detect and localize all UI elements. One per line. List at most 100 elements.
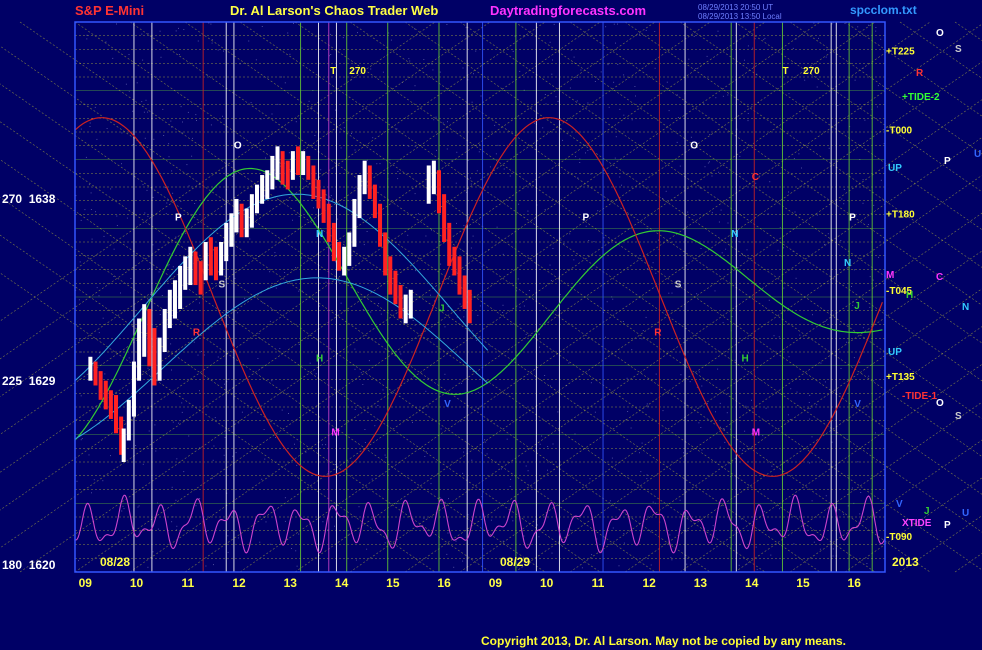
star-dot xyxy=(810,130,812,132)
star-dot xyxy=(180,106,182,108)
star-dot xyxy=(425,390,427,392)
star-dot xyxy=(436,149,437,151)
star-dot xyxy=(280,76,282,78)
right-level-label: +T180 xyxy=(886,209,915,220)
star-dot xyxy=(291,548,292,549)
star-dot xyxy=(843,513,845,515)
planet-letter: P xyxy=(583,212,590,223)
star-dot xyxy=(137,506,139,508)
price-bar xyxy=(260,175,265,204)
star-dot xyxy=(423,59,425,60)
star-dot xyxy=(714,290,716,292)
star-dot xyxy=(698,199,700,201)
star-dot xyxy=(295,550,297,552)
star-dot xyxy=(162,108,164,110)
star-dot xyxy=(313,207,314,209)
price-bar xyxy=(331,222,336,262)
star-dot xyxy=(812,314,813,316)
star-dot xyxy=(744,59,745,61)
star-dot xyxy=(237,537,239,539)
star-dot xyxy=(170,120,172,122)
star-dot xyxy=(559,294,561,295)
star-dot xyxy=(811,436,813,438)
star-dot xyxy=(264,195,266,197)
star-dot xyxy=(840,240,842,241)
price-bar xyxy=(462,275,467,309)
star-dot xyxy=(462,67,464,69)
xtide-oscillator xyxy=(74,494,886,554)
planet-letter: S xyxy=(219,279,226,290)
star-dot xyxy=(876,106,878,108)
price-bar xyxy=(467,289,472,324)
star-dot xyxy=(180,201,182,202)
star-dot xyxy=(248,40,250,42)
star-dot xyxy=(646,403,648,405)
price-bar xyxy=(393,270,398,305)
star-dot xyxy=(288,413,289,414)
star-dot xyxy=(447,121,448,123)
star-dot xyxy=(147,33,149,35)
diagonal-line xyxy=(679,364,982,573)
star-dot xyxy=(354,368,356,370)
star-dot xyxy=(269,543,271,545)
star-dot xyxy=(338,281,340,283)
star-dot xyxy=(866,563,868,564)
star-dot xyxy=(345,206,347,208)
star-dot xyxy=(747,113,749,114)
y-label-225: 225 1629 xyxy=(2,374,56,388)
price-bar xyxy=(311,165,316,199)
star-dot xyxy=(149,268,151,270)
star-dot xyxy=(444,373,446,375)
star-dot xyxy=(730,476,732,478)
star-dot xyxy=(176,458,178,460)
plot-frame xyxy=(74,21,886,573)
star-dot xyxy=(538,536,540,538)
star-dot xyxy=(844,437,846,439)
star-dot xyxy=(121,510,123,512)
star-dot xyxy=(319,234,321,236)
star-dot xyxy=(551,552,553,554)
star-dot xyxy=(384,454,386,456)
tide-label: XTIDE xyxy=(902,518,932,529)
star-dot xyxy=(456,316,458,318)
star-dot xyxy=(744,363,746,365)
star-dot xyxy=(645,30,647,31)
star-dot xyxy=(143,111,145,113)
star-dot xyxy=(550,280,552,281)
star-dot xyxy=(828,147,830,149)
price-bar xyxy=(337,242,342,271)
star-dot xyxy=(680,374,682,376)
star-dot xyxy=(362,309,364,311)
price-bar xyxy=(265,170,270,199)
star-dot xyxy=(593,241,595,243)
diagonal-line xyxy=(624,326,982,573)
site-label[interactable]: Daytradingforecasts.com xyxy=(490,3,647,18)
star-dot xyxy=(573,56,575,58)
planet-letter: P xyxy=(175,212,182,223)
star-dot xyxy=(755,182,757,184)
star-dot xyxy=(106,128,108,129)
star-dot xyxy=(289,53,291,55)
star-dot xyxy=(284,497,286,499)
star-dot xyxy=(147,367,149,369)
star-dot xyxy=(579,158,581,160)
star-dot xyxy=(116,215,118,217)
star-dot xyxy=(788,93,790,95)
star-dot xyxy=(549,41,551,43)
right-level-label: +T225 xyxy=(886,47,915,58)
star-dot xyxy=(621,184,622,186)
diagonal-line xyxy=(514,21,982,344)
star-dot xyxy=(103,235,105,237)
star-dot xyxy=(851,406,853,408)
star-dot xyxy=(121,132,123,134)
star-dot xyxy=(862,179,864,181)
star-dot xyxy=(612,527,614,529)
star-dot xyxy=(165,213,167,215)
star-dot xyxy=(574,433,576,435)
price-bar xyxy=(208,237,213,276)
planet-letter: J xyxy=(439,303,445,314)
price-bar xyxy=(224,222,229,262)
star-dot xyxy=(827,233,829,235)
star-dot xyxy=(824,381,826,383)
star-dot xyxy=(470,177,471,179)
